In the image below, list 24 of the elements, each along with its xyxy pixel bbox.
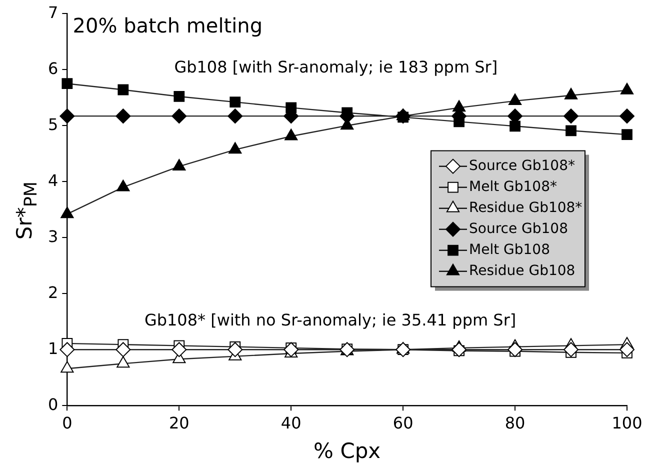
y-tick-label: 7 xyxy=(48,2,58,22)
annotation: 20% batch melting xyxy=(72,14,263,38)
legend-label: Melt Gb108 xyxy=(469,242,550,258)
annotation: Gb108* [with no Sr-anomaly; ie 35.41 ppm Sr] xyxy=(144,310,516,330)
legend-label: Source Gb108* xyxy=(469,158,575,174)
x-tick-label: 40 xyxy=(280,413,302,432)
legend-label: Melt Gb108* xyxy=(469,178,557,195)
y-tick-label: 2 xyxy=(48,282,58,302)
x-tick-label: 20 xyxy=(168,413,190,432)
x-tick-label: 80 xyxy=(504,413,526,432)
legend-label: Residue Gb108 xyxy=(469,262,576,279)
legend-label: Residue Gb108* xyxy=(469,200,582,216)
y-tick-label: 1 xyxy=(48,338,58,358)
y-tick-label: 4 xyxy=(48,170,58,190)
annotation: Gb108 [with Sr-anomaly; ie 183 ppm Sr] xyxy=(174,58,498,77)
x-tick-label: 60 xyxy=(392,413,414,432)
x-tick-label: 100 xyxy=(612,413,642,432)
y-tick-label: 3 xyxy=(48,226,58,246)
x-axis-title: % Cpx xyxy=(314,438,381,463)
y-tick-label: 6 xyxy=(48,58,58,78)
legend-label: Source Gb108 xyxy=(469,220,568,237)
x-tick-label: 0 xyxy=(62,413,72,432)
y-tick-label: 0 xyxy=(48,394,58,414)
y-tick-label: 5 xyxy=(48,114,58,134)
